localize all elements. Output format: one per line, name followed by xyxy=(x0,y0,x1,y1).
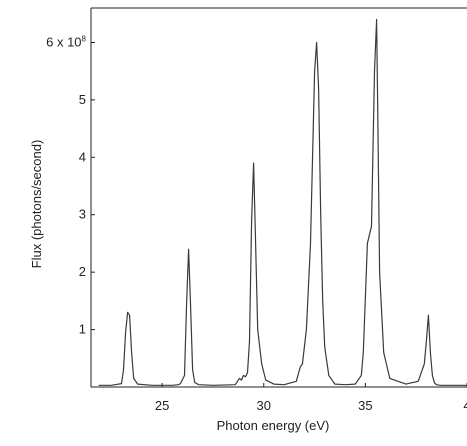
axis-labels: Photon energy (eV) Flux (photons/second) xyxy=(29,140,329,433)
y-tick-label: 2 xyxy=(79,264,86,279)
y-tick-label: 1 xyxy=(79,322,86,337)
y-tick-label: 4 xyxy=(79,149,86,164)
tick-layer: 25 30 35 4 1 2 3 4 5 6 x 108 xyxy=(46,34,467,413)
y-tick-label: 5 xyxy=(79,92,86,107)
y-tick-label: 6 x 108 xyxy=(46,34,86,49)
y-tick-label: 3 xyxy=(79,207,86,222)
x-tick-label: 25 xyxy=(155,398,169,413)
series-line xyxy=(98,18,467,386)
x-tick-label: 4 xyxy=(463,398,467,413)
series-layer xyxy=(98,18,467,386)
x-axis-label: Photon energy (eV) xyxy=(217,418,330,433)
axes xyxy=(90,7,467,388)
y-axis-label: Flux (photons/second) xyxy=(29,140,44,269)
x-tick-label: 30 xyxy=(257,398,271,413)
x-tick-label: 35 xyxy=(358,398,372,413)
